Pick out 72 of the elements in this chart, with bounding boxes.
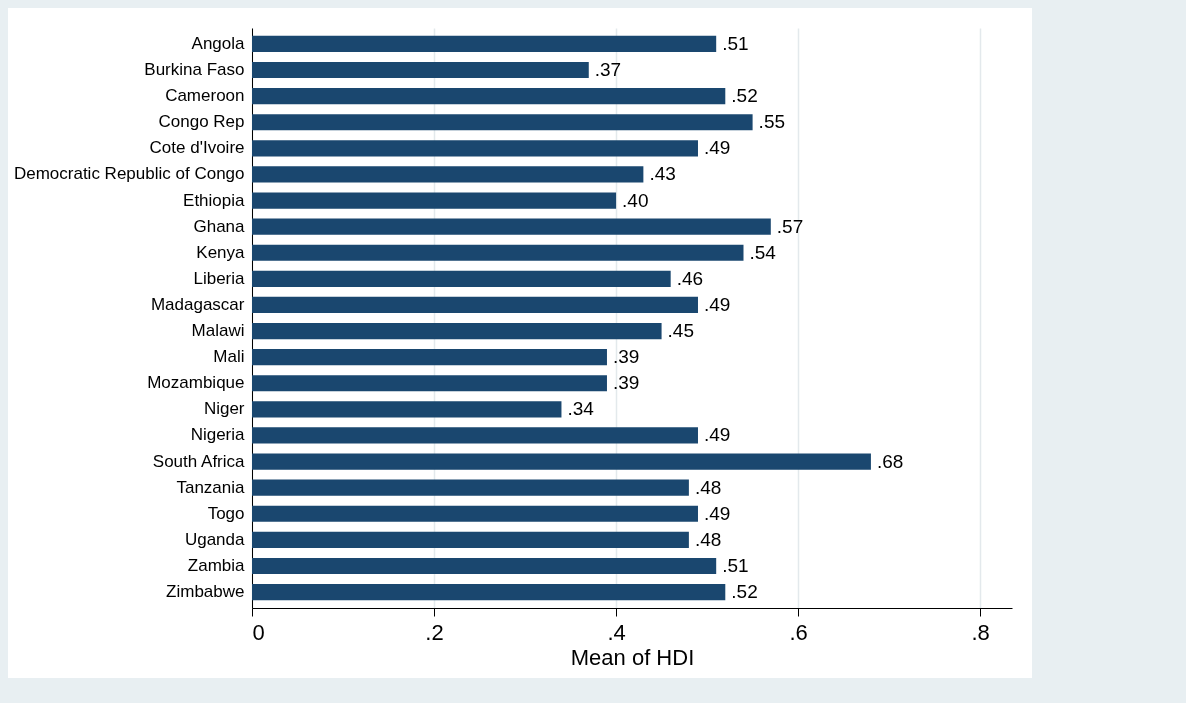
bar: [252, 244, 744, 261]
data-label: .37: [594, 59, 622, 81]
data-label: .43: [649, 163, 676, 185]
bar: [252, 35, 717, 53]
data-label: .52: [731, 85, 758, 107]
y-tick-label: Angola: [191, 33, 246, 53]
y-tick-label: Kenya: [196, 242, 246, 262]
y-tick-label: Niger: [203, 399, 245, 419]
data-label: .46: [676, 267, 704, 289]
y-tick-label: Mozambique: [147, 373, 245, 393]
y-tick-label: Malawi: [191, 321, 245, 341]
bar: [252, 401, 562, 418]
y-tick-label: South Africa: [152, 451, 246, 471]
bar: [252, 479, 689, 496]
bar: [252, 349, 607, 366]
data-label: .68: [876, 450, 904, 472]
data-label: .39: [612, 346, 640, 368]
y-tick-label: Democratic Republic of Congo: [13, 164, 245, 184]
bar: [252, 166, 644, 183]
data-label: .39: [612, 372, 640, 394]
data-label: .49: [703, 424, 731, 446]
bar: [252, 427, 698, 444]
bar: [252, 114, 753, 131]
y-tick-label: Ghana: [193, 216, 246, 236]
bar: [252, 583, 726, 601]
y-tick-label: Zimbabwe: [166, 582, 245, 602]
data-label: .51: [722, 554, 749, 576]
data-label: .49: [703, 502, 731, 524]
data-label: .34: [567, 398, 595, 420]
data-label: .52: [731, 581, 758, 603]
y-tick-label: Ethiopia: [183, 190, 246, 210]
x-tick-label: .6: [789, 619, 808, 645]
bar: [252, 296, 698, 314]
data-label: .49: [703, 293, 731, 315]
data-label: .48: [694, 528, 722, 550]
bar: [252, 322, 662, 340]
y-tick-label: Burkina Faso: [144, 60, 245, 80]
data-label: .54: [749, 241, 777, 263]
y-tick-label: Nigeria: [190, 425, 246, 445]
data-label: .45: [667, 320, 694, 342]
bar: [252, 505, 698, 522]
bar: [252, 270, 671, 287]
bar: [252, 88, 726, 105]
bar: [252, 61, 589, 79]
bar: [252, 453, 871, 470]
y-tick-label: Madagascar: [150, 294, 245, 314]
y-tick-label: Zambia: [187, 555, 246, 575]
x-tick-label: .8: [971, 619, 990, 645]
y-tick-label: Congo Rep: [158, 112, 245, 132]
data-label: .49: [703, 137, 731, 159]
y-tick-label: Cote d'Ivoire: [149, 138, 245, 158]
y-tick-label: Liberia: [193, 268, 246, 288]
bar: [252, 531, 689, 548]
x-tick-label: 0: [252, 619, 265, 645]
x-axis-title: Mean of HDI: [570, 644, 695, 670]
data-label: .51: [722, 32, 749, 54]
data-label: .40: [622, 189, 649, 211]
bar: [252, 192, 617, 209]
bar: [252, 557, 717, 575]
data-label: .55: [758, 111, 786, 133]
x-tick-label: .2: [425, 619, 444, 645]
bar: [252, 140, 698, 157]
y-tick-label: Uganda: [184, 529, 246, 549]
bar: [252, 375, 607, 392]
data-label: .57: [776, 215, 804, 237]
data-label: .48: [694, 476, 722, 498]
y-tick-label: Togo: [207, 503, 245, 523]
x-tick-label: .4: [607, 619, 626, 645]
y-tick-label: Tanzania: [176, 477, 246, 497]
y-tick-label: Mali: [213, 347, 245, 367]
bar: [252, 218, 771, 235]
y-tick-label: Cameroon: [165, 86, 245, 106]
